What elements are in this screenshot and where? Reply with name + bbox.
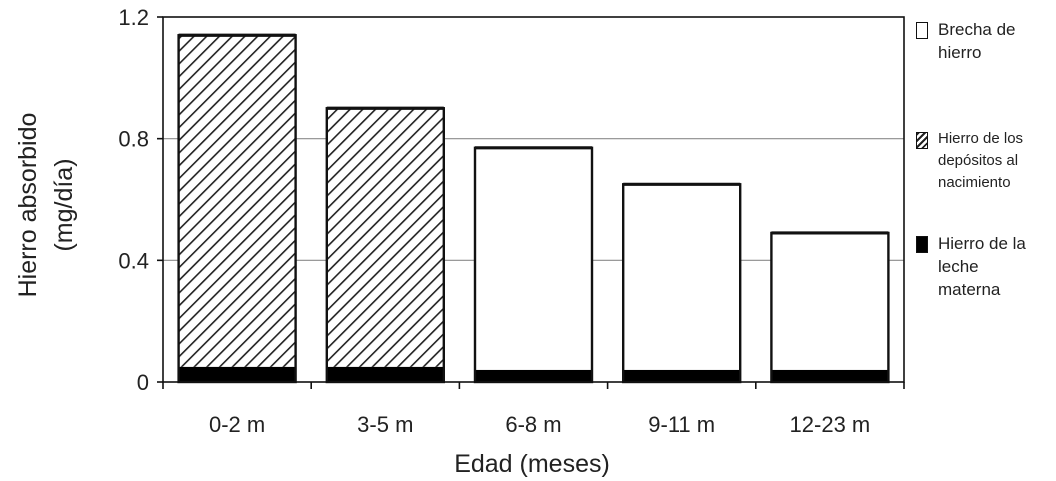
y-tick-label: 1.2 — [118, 5, 149, 30]
bar-segment-brecha — [623, 184, 741, 370]
legend-label-leche: Hierro de la leche materna — [938, 234, 1026, 299]
bars — [177, 33, 890, 384]
legend-label-brecha: Brecha de hierro — [938, 20, 1016, 62]
bar-segment-depositos — [178, 35, 296, 367]
bar-segment-leche — [475, 369, 592, 382]
legend-item-brecha: Brecha de hierro — [916, 18, 1038, 64]
bar-segment-leche — [326, 366, 444, 382]
legend-swatch-hatched — [916, 132, 928, 149]
legend-item-leche: Hierro de la leche materna — [916, 232, 1038, 301]
x-tick-label: 0-2 m — [209, 412, 265, 437]
legend-swatch-white — [916, 22, 928, 39]
y-tick-label: 0.8 — [118, 127, 149, 152]
bar-segment-leche — [623, 369, 741, 382]
bar-segment-brecha — [771, 232, 889, 370]
bar-segment-depositos — [326, 108, 444, 367]
x-axis-title: Edad (meses) — [454, 450, 610, 478]
x-tick-label: 3-5 m — [357, 412, 413, 437]
x-tick-label: 9-11 m — [648, 412, 715, 437]
legend-item-depositos: Hierro de los depósitos al nacimiento — [916, 128, 1046, 194]
x-tick-label: 12-23 m — [790, 412, 871, 437]
bar-segment-brecha — [475, 147, 592, 370]
bar-segment-leche — [178, 366, 296, 382]
y-tick-label: 0.4 — [118, 248, 149, 273]
bar-segment-leche — [771, 369, 889, 382]
y-axis-title-line1: Hierro absorbido — [14, 113, 42, 298]
y-tick-label: 0 — [137, 370, 149, 395]
axes — [157, 16, 905, 389]
y-axis-title-line2: (mg/día) — [50, 158, 78, 251]
legend-label-depositos: Hierro de los depósitos al nacimiento — [938, 130, 1024, 191]
x-tick-label: 6-8 m — [505, 412, 561, 437]
plot-frame — [162, 16, 905, 383]
labels: Hierro absorbido (mg/día) Edad (meses) 0… — [14, 5, 870, 478]
legend-swatch-solid — [916, 236, 928, 253]
